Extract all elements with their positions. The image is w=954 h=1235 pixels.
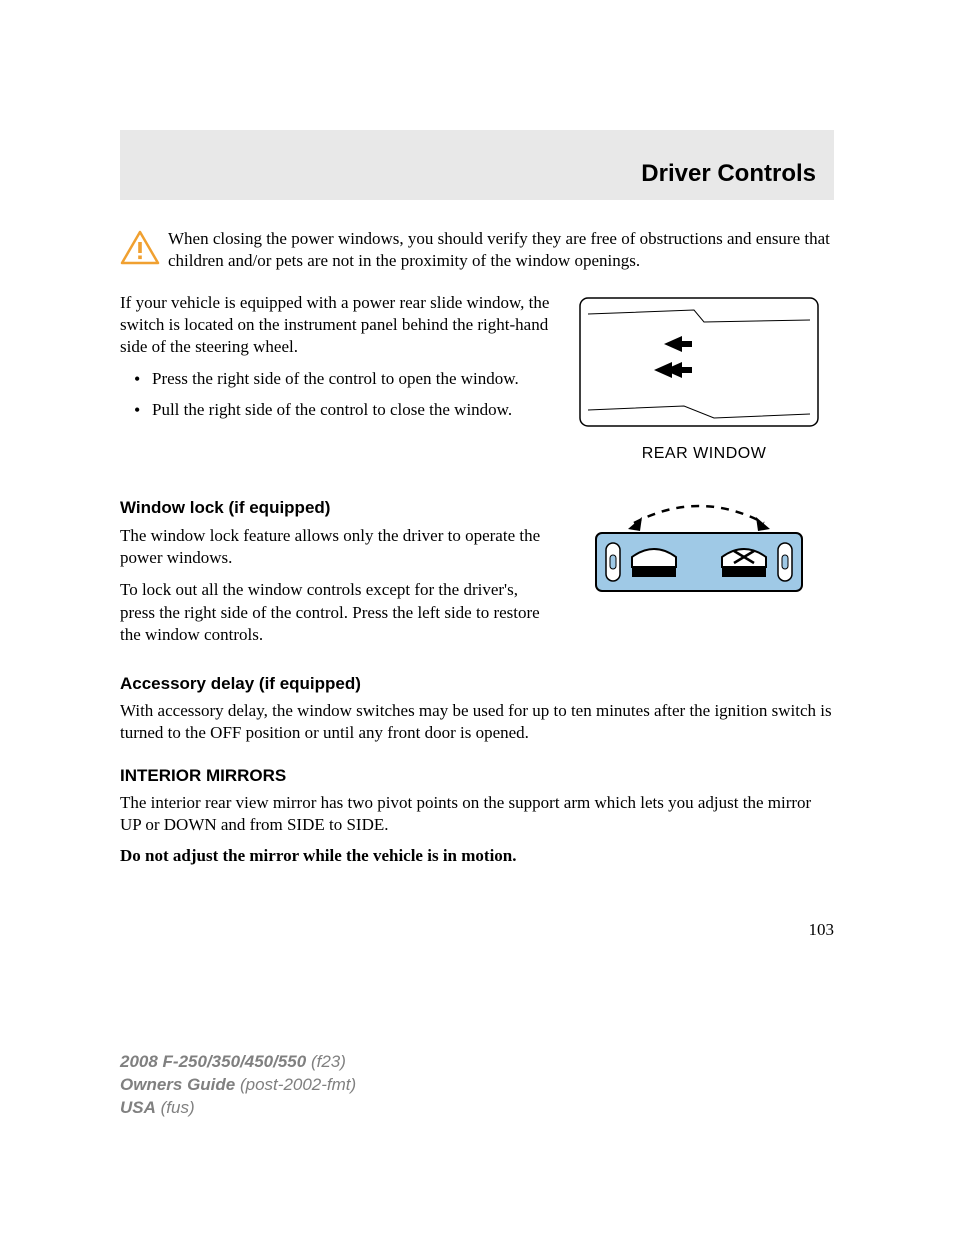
interior-mirrors-section: INTERIOR MIRRORS The interior rear view … (120, 766, 834, 866)
list-item: Pull the right side of the control to cl… (138, 399, 550, 421)
page-number: 103 (809, 920, 835, 940)
accessory-delay-section: Accessory delay (if equipped) With acces… (120, 674, 834, 744)
interior-mirrors-text: The interior rear view mirror has two pi… (120, 792, 834, 836)
footer-model: 2008 F-250/350/450/550 (120, 1052, 306, 1071)
window-lock-diagram (574, 479, 834, 656)
footer-guide: Owners Guide (120, 1075, 235, 1094)
accessory-delay-text: With accessory delay, the window switche… (120, 700, 834, 744)
rear-window-intro: If your vehicle is equipped with a power… (120, 292, 550, 358)
rear-window-diagram: REAR WINDOW (574, 292, 834, 463)
footer: 2008 F-250/350/450/550 (f23) Owners Guid… (120, 1051, 356, 1120)
footer-line-1: 2008 F-250/350/450/550 (f23) (120, 1051, 356, 1074)
interior-mirrors-warning: Do not adjust the mirror while the vehic… (120, 846, 834, 866)
window-lock-text: Window lock (if equipped) The window loc… (120, 479, 550, 656)
page-title: Driver Controls (641, 160, 816, 188)
page: Driver Controls When closing the power w… (0, 0, 954, 1235)
rear-window-section: If your vehicle is equipped with a power… (120, 292, 834, 463)
warning-block: When closing the power windows, you shou… (120, 228, 834, 272)
warning-text: When closing the power windows, you shou… (168, 228, 834, 272)
window-lock-p1: The window lock feature allows only the … (120, 525, 550, 569)
footer-code-2: (post-2002-fmt) (240, 1075, 356, 1094)
footer-code-3: (fus) (161, 1098, 195, 1117)
interior-mirrors-heading: INTERIOR MIRRORS (120, 766, 834, 786)
rear-window-text: If your vehicle is equipped with a power… (120, 292, 550, 463)
footer-line-2: Owners Guide (post-2002-fmt) (120, 1074, 356, 1097)
rear-window-bullets: Press the right side of the control to o… (120, 368, 550, 420)
footer-line-3: USA (fus) (120, 1097, 356, 1120)
footer-region: USA (120, 1098, 156, 1117)
accessory-delay-heading: Accessory delay (if equipped) (120, 674, 834, 694)
header-band: Driver Controls (120, 130, 834, 200)
window-lock-heading: Window lock (if equipped) (120, 497, 550, 519)
footer-code-1: (f23) (311, 1052, 346, 1071)
window-lock-section: Window lock (if equipped) The window loc… (120, 479, 834, 656)
window-lock-p2: To lock out all the window controls exce… (120, 579, 550, 645)
rear-window-caption: REAR WINDOW (574, 445, 834, 463)
warning-icon (120, 230, 160, 272)
list-item: Press the right side of the control to o… (138, 368, 550, 390)
